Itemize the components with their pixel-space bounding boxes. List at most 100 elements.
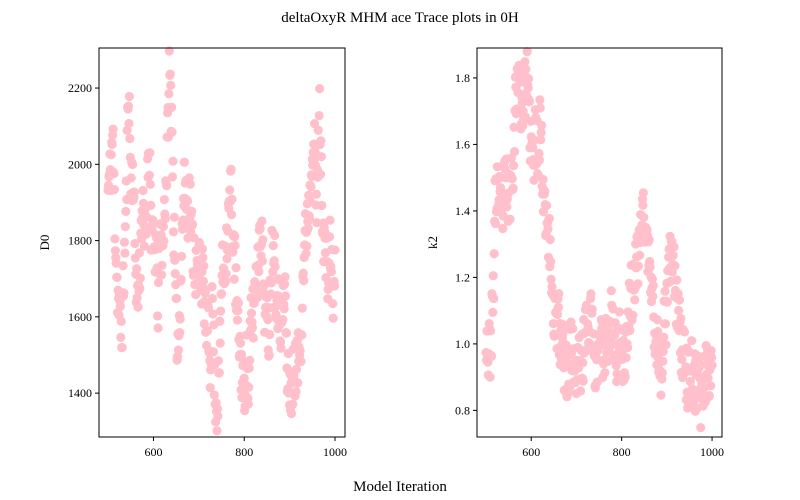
data-point — [492, 162, 502, 172]
data-point — [159, 236, 169, 246]
data-point — [685, 376, 695, 387]
data-point — [524, 97, 535, 107]
data-point — [133, 302, 143, 312]
data-point — [547, 281, 557, 292]
data-point — [208, 347, 218, 357]
data-point — [226, 164, 236, 174]
data-point — [633, 279, 643, 289]
data-point — [110, 234, 120, 244]
data-point — [208, 309, 218, 319]
data-point — [620, 372, 630, 382]
data-point — [706, 381, 716, 391]
data-point — [611, 361, 621, 371]
data-point — [534, 155, 544, 165]
points — [103, 46, 340, 436]
data-point — [281, 328, 292, 338]
data-point — [124, 118, 134, 129]
trace-plot-k2: 600 800 1000 0.8 1.0 1.2 1.4 1.6 1.8 k2 — [425, 47, 724, 459]
data-point — [134, 248, 144, 258]
data-point — [652, 315, 662, 325]
data-point — [528, 142, 538, 153]
data-point — [286, 408, 297, 419]
data-point — [185, 179, 195, 189]
data-point — [648, 291, 658, 301]
data-point — [621, 353, 631, 363]
y-tick-label: 1.2 — [455, 270, 470, 284]
data-point — [116, 332, 126, 342]
data-point — [135, 283, 145, 294]
data-point — [268, 241, 278, 251]
data-point — [221, 269, 231, 279]
data-point — [233, 298, 243, 308]
data-point — [108, 124, 118, 134]
data-point — [116, 316, 126, 327]
data-point — [153, 277, 164, 288]
data-point — [306, 182, 316, 192]
data-point — [215, 338, 225, 348]
data-point — [117, 342, 127, 353]
data-point — [542, 200, 552, 211]
data-point — [119, 237, 130, 247]
data-point — [115, 301, 125, 311]
data-point — [127, 159, 138, 170]
data-point — [205, 383, 215, 393]
y-tick-label: 1800 — [68, 234, 92, 248]
data-point — [592, 355, 602, 365]
y-tick-label: 1.8 — [455, 71, 470, 85]
data-point — [520, 57, 530, 67]
data-point — [146, 200, 156, 210]
data-point — [278, 314, 288, 325]
trace-plot-d0: 600 800 1000 1400 1600 1800 2000 2200 D0 — [37, 46, 347, 459]
data-point — [498, 223, 508, 234]
data-point — [132, 264, 142, 274]
data-point — [622, 343, 633, 353]
data-point — [507, 174, 517, 184]
points — [481, 47, 717, 433]
data-point — [314, 110, 324, 121]
data-point — [138, 185, 148, 196]
data-point — [553, 302, 563, 312]
data-point — [662, 297, 672, 307]
data-point — [578, 376, 588, 386]
data-point — [257, 216, 267, 226]
x-tick-label: 800 — [613, 445, 631, 459]
data-point — [600, 368, 610, 378]
data-point — [575, 386, 586, 396]
data-point — [139, 241, 149, 251]
data-point — [536, 127, 546, 138]
data-point — [488, 307, 498, 317]
data-point — [538, 174, 548, 185]
data-point — [216, 306, 226, 316]
data-point — [303, 223, 313, 233]
data-point — [490, 218, 501, 229]
data-point — [288, 399, 298, 409]
data-point — [213, 411, 223, 421]
data-point — [236, 338, 246, 348]
data-point — [614, 307, 624, 317]
axes-frame — [476, 47, 723, 438]
data-point — [558, 328, 568, 339]
data-point — [486, 351, 497, 361]
data-point — [266, 278, 277, 288]
data-point — [291, 364, 302, 374]
data-point — [630, 295, 640, 305]
data-point — [669, 242, 679, 252]
data-point — [276, 343, 286, 353]
data-point — [324, 232, 335, 242]
data-point — [558, 320, 568, 330]
data-point — [167, 102, 177, 112]
data-point — [248, 333, 258, 343]
data-point — [544, 213, 554, 224]
data-point — [254, 267, 264, 277]
data-point — [317, 200, 327, 211]
data-point — [552, 309, 563, 320]
data-point — [230, 240, 240, 251]
y-axis-label: k2 — [425, 236, 440, 249]
y-tick-label: 1.4 — [455, 204, 470, 218]
data-point — [543, 224, 553, 234]
data-point — [166, 80, 176, 90]
data-point — [123, 101, 134, 111]
data-point — [168, 156, 178, 166]
data-point — [298, 268, 308, 278]
